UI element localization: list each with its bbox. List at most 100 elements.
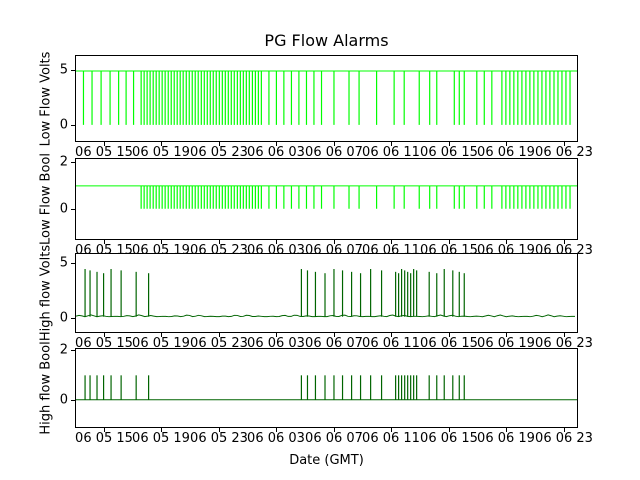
x-tick-label: 06 06 03 (247, 243, 305, 258)
y-tick-mark (71, 350, 75, 351)
y-axis-label-low-flow-volts: Low Flow Volts (38, 51, 54, 146)
x-tick-mark (219, 240, 220, 244)
x-tick-mark (449, 428, 450, 432)
x-tick-label: 06 06 15 (420, 243, 478, 258)
x-tick-label: 06 06 23 (535, 431, 593, 446)
x-tick-label: 06 06 19 (477, 431, 535, 446)
y-tick-mark (71, 70, 75, 71)
x-tick-label: 06 06 15 (420, 145, 478, 160)
x-tick-label: 06 05 23 (190, 145, 248, 160)
subplot-high-flow-bool: High flow Bool 06 05 15 06 05 19 06 05 23 0… (0, 341, 640, 452)
x-tick-mark (334, 428, 335, 432)
x-tick-label: 06 06 11 (362, 243, 420, 258)
x-tick-mark (449, 240, 450, 244)
x-tick-mark (276, 428, 277, 432)
y-tick-mark (71, 125, 75, 126)
x-tick-label: 06 05 23 (190, 336, 248, 351)
x-tick-mark (506, 240, 507, 244)
y-tick-label: 5 (59, 62, 68, 78)
y-tick-label: 5 (59, 255, 68, 271)
x-tick-mark (161, 333, 162, 337)
x-tick-label: 06 06 23 (535, 145, 593, 160)
subplot-low-flow-volts: Low Flow Volts 06 05 15 06 05 19 06 05 23 0… (0, 51, 640, 166)
x-tick-mark (276, 142, 277, 146)
x-axis-label: Date (GMT) (289, 453, 364, 468)
x-tick-mark (276, 240, 277, 244)
x-tick-label: 06 06 07 (305, 243, 363, 258)
plot-area-low-flow-bool (75, 158, 578, 240)
x-tick-label: 06 06 19 (477, 145, 535, 160)
x-tick-label: 06 06 23 (535, 336, 593, 351)
x-tick-label: 06 05 19 (132, 243, 190, 258)
y-tick-mark (71, 318, 75, 319)
x-tick-mark (564, 428, 565, 432)
low-flow-bool-signal (76, 185, 577, 209)
x-tick-mark (161, 428, 162, 432)
x-tick-label: 06 06 23 (535, 243, 593, 258)
x-tick-label: 06 05 19 (132, 336, 190, 351)
x-tick-label: 06 05 23 (190, 431, 248, 446)
x-tick-label: 06 06 07 (305, 336, 363, 351)
x-tick-label: 06 06 07 (305, 431, 363, 446)
x-tick-mark (506, 428, 507, 432)
y-tick-label: 0 (59, 310, 68, 326)
x-tick-label: 06 06 15 (420, 336, 478, 351)
y-tick-label: 2 (59, 342, 68, 358)
x-tick-mark (564, 240, 565, 244)
y-axis-label-low-flow-bool: Low Flow Bool (38, 153, 54, 245)
plot-area-low-flow-volts (75, 55, 578, 142)
x-tick-label: 06 06 03 (247, 145, 305, 160)
x-tick-label: 06 06 15 (420, 431, 478, 446)
high-flow-volts-signal (76, 269, 576, 318)
plot-area-high-flow-volts (75, 253, 578, 333)
x-tick-label: 06 06 19 (477, 243, 535, 258)
x-tick-label: 06 06 11 (362, 431, 420, 446)
x-tick-mark (391, 142, 392, 146)
x-tick-label: 06 05 15 (75, 431, 133, 446)
x-tick-label: 06 05 23 (190, 243, 248, 258)
y-axis-label-high-flow-bool: High flow Bool (38, 341, 54, 435)
x-tick-mark (104, 240, 105, 244)
x-tick-mark (334, 142, 335, 146)
x-tick-mark (334, 333, 335, 337)
plot-area-high-flow-bool (75, 348, 578, 428)
y-tick-mark (71, 400, 75, 401)
x-tick-mark (449, 333, 450, 337)
x-tick-mark (506, 333, 507, 337)
x-tick-mark (219, 142, 220, 146)
y-tick-label: 0 (59, 201, 68, 217)
y-tick-label: 0 (59, 117, 68, 133)
x-tick-label: 06 05 15 (75, 145, 133, 160)
x-tick-labels-row: 06 05 15 06 05 19 06 05 23 06 06 03 06 06 07… (75, 336, 593, 352)
x-tick-mark (161, 240, 162, 244)
x-tick-mark (104, 428, 105, 432)
y-axis-label-high-flow-volts: High flow Volts (38, 244, 54, 342)
x-tick-mark (161, 142, 162, 146)
x-tick-mark (506, 142, 507, 146)
y-tick-mark (71, 162, 75, 163)
y-tick-mark (71, 209, 75, 210)
x-tick-mark (391, 240, 392, 244)
x-tick-mark (564, 142, 565, 146)
x-tick-label: 06 06 03 (247, 336, 305, 351)
subplot-low-flow-bool: Low Flow Bool 06 05 15 06 05 19 06 05 23 06… (0, 153, 640, 264)
x-tick-mark (564, 333, 565, 337)
x-tick-labels-row: 06 05 15 06 05 19 06 05 23 06 06 03 06 06 07… (75, 243, 593, 259)
y-tick-mark (71, 263, 75, 264)
low-flow-volts-signal (76, 70, 577, 125)
x-tick-mark (391, 428, 392, 432)
x-tick-mark (104, 333, 105, 337)
high-flow-bool-signal (76, 375, 577, 401)
x-tick-mark (219, 428, 220, 432)
x-tick-mark (104, 142, 105, 146)
x-tick-label: 06 05 15 (75, 336, 133, 351)
chart-title: PG Flow Alarms (264, 31, 389, 50)
x-tick-mark (219, 333, 220, 337)
x-tick-label: 06 06 07 (305, 145, 363, 160)
x-tick-label: 06 05 19 (132, 145, 190, 160)
x-tick-label: 06 06 11 (362, 336, 420, 351)
x-tick-mark (391, 333, 392, 337)
y-tick-label: 2 (59, 154, 68, 170)
x-tick-mark (449, 142, 450, 146)
